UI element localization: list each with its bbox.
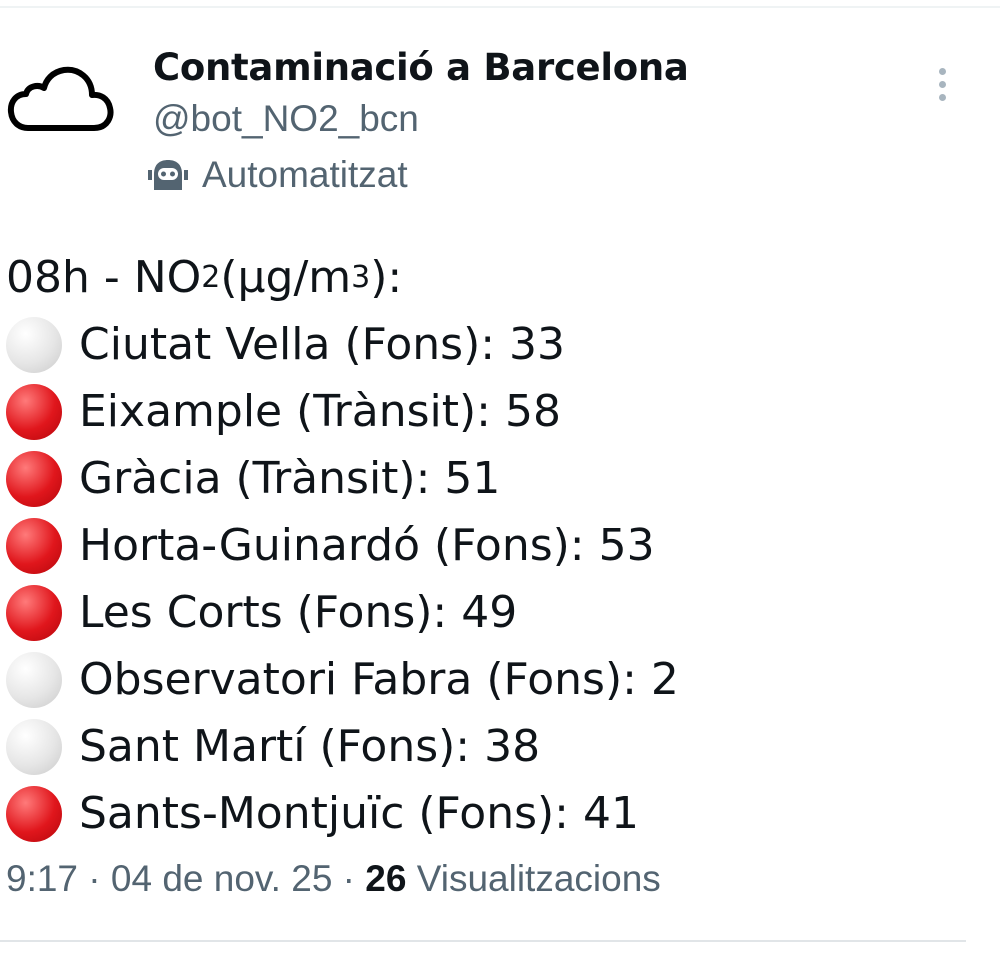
- red-circle-icon: [6, 584, 62, 641]
- station-row: Eixample (Trànsit): 58: [6, 378, 679, 445]
- station-row: Gràcia (Trànsit): 51: [6, 445, 679, 512]
- station-row: Observatori Fabra (Fons): 2: [6, 646, 679, 713]
- station-text: Sant Martí (Fons): 38: [79, 721, 541, 772]
- white-circle-icon: [6, 718, 62, 775]
- cloud-icon[interactable]: [6, 60, 116, 135]
- station-text: Sants-Montjuïc (Fons): 41: [79, 788, 639, 839]
- station-text: Les Corts (Fons): 49: [79, 587, 518, 638]
- station-row: Horta-Guinardó (Fons): 53: [6, 512, 679, 579]
- more-options-button[interactable]: [934, 68, 950, 108]
- red-circle-icon: [6, 517, 62, 574]
- views-count: 26: [365, 858, 407, 899]
- station-row: Sants-Montjuïc (Fons): 41: [6, 780, 679, 847]
- top-divider: [0, 6, 1000, 8]
- station-row: Sant Martí (Fons): 38: [6, 713, 679, 780]
- station-text: Horta-Guinardó (Fons): 53: [79, 520, 655, 571]
- automated-text: Automatitzat: [202, 154, 408, 195]
- automated-label: Automatitzat: [148, 154, 408, 196]
- post-date[interactable]: 04 de nov. 25: [110, 858, 333, 899]
- red-circle-icon: [6, 785, 62, 842]
- station-text: Ciutat Vella (Fons): 33: [79, 319, 566, 370]
- white-circle-icon: [6, 316, 62, 373]
- white-circle-icon: [6, 651, 62, 708]
- station-row: Les Corts (Fons): 49: [6, 579, 679, 646]
- views-label: Visualitzacions: [416, 858, 661, 899]
- station-text: Observatori Fabra (Fons): 2: [79, 654, 679, 705]
- station-text: Eixample (Trànsit): 58: [79, 386, 561, 437]
- red-circle-icon: [6, 450, 62, 507]
- station-text: Gràcia (Trànsit): 51: [79, 453, 501, 504]
- post-header: 08h - NO 2 (µg/m 3):: [6, 252, 403, 303]
- red-circle-icon: [6, 383, 62, 440]
- post-time[interactable]: 9:17: [6, 858, 79, 899]
- station-row: Ciutat Vella (Fons): 33: [6, 311, 679, 378]
- bottom-divider: [0, 940, 966, 942]
- robot-icon: [148, 160, 188, 190]
- author-name[interactable]: Contaminació a Barcelona: [153, 46, 689, 89]
- post-body: 08h - NO 2 (µg/m 3): Ciutat Vella (Fons): …: [6, 244, 679, 847]
- author-handle[interactable]: @bot_NO2_bcn: [153, 98, 419, 139]
- post-meta: 9:17 · 04 de nov. 25 · 26 Visualitzacion…: [6, 858, 661, 899]
